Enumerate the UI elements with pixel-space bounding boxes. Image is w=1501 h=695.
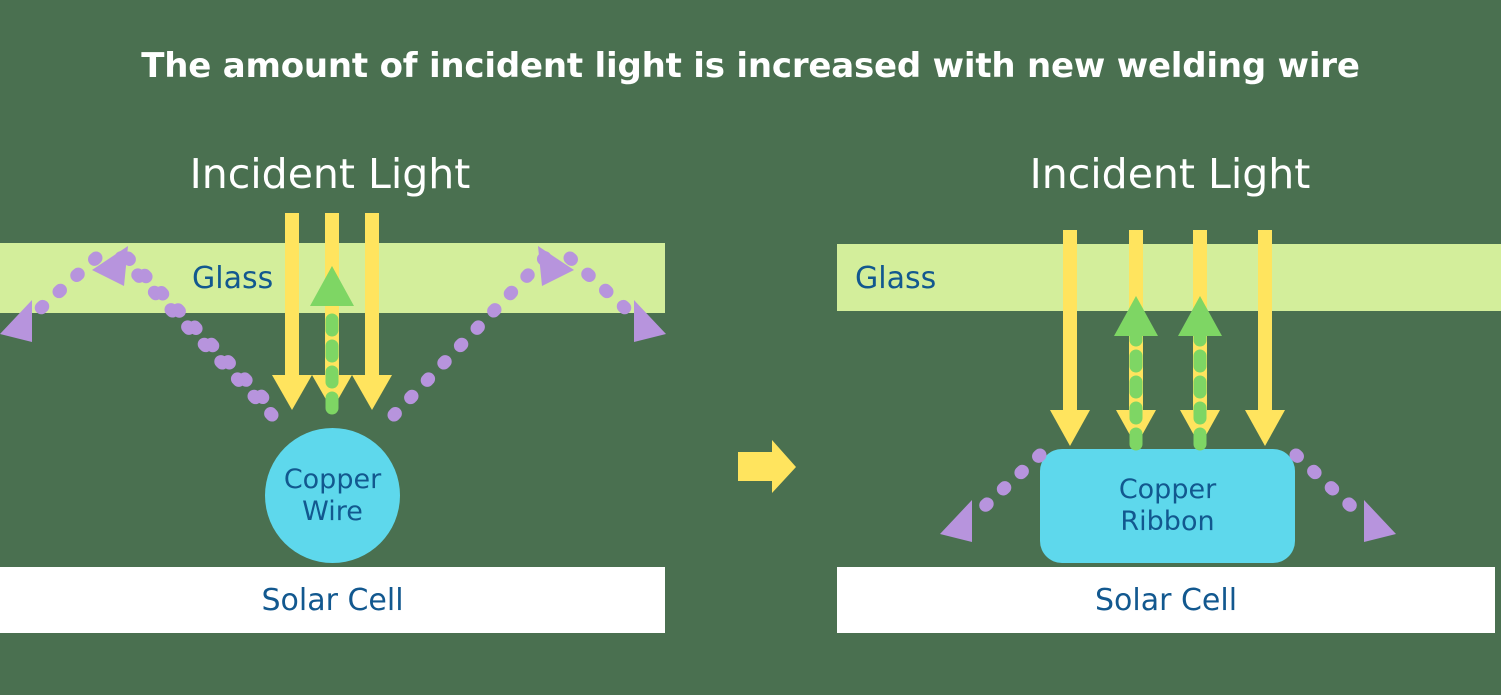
solar-cell-right: Solar Cell	[837, 567, 1495, 633]
copper-wire-shape: Copper Wire	[265, 428, 400, 563]
copper-ribbon-label-line2: Ribbon	[1120, 506, 1215, 537]
copper-ribbon-label-line1: Copper	[1118, 474, 1217, 506]
scattered-ray-right-1	[1114, 296, 1158, 451]
incident-light-label-right: Incident Light	[1029, 150, 1311, 198]
incident-light-label-left: Incident Light	[189, 150, 471, 198]
solar-cell-label-right: Solar Cell	[1094, 582, 1238, 618]
copper-ribbon-shape: Copper Ribbon	[1040, 449, 1295, 563]
reflected-ray-right-right	[1289, 448, 1396, 542]
copper-wire-label-line1: Copper	[283, 463, 382, 495]
glass-layer-left	[0, 243, 665, 313]
glass-label-right: Glass	[855, 261, 937, 296]
glass-label-left: Glass	[192, 261, 274, 296]
scattered-ray-right-2	[1178, 296, 1222, 451]
copper-wire-label-line2: Wire	[302, 495, 363, 527]
reflected-ray-right-left	[940, 448, 1047, 542]
glass-layer-right	[837, 244, 1501, 311]
page-title: The amount of incident light is increase…	[141, 46, 1360, 86]
solar-cell-left: Solar Cell	[0, 567, 665, 633]
solar-cell-label-left: Solar Cell	[261, 582, 404, 618]
right-arrow-icon	[738, 440, 796, 493]
